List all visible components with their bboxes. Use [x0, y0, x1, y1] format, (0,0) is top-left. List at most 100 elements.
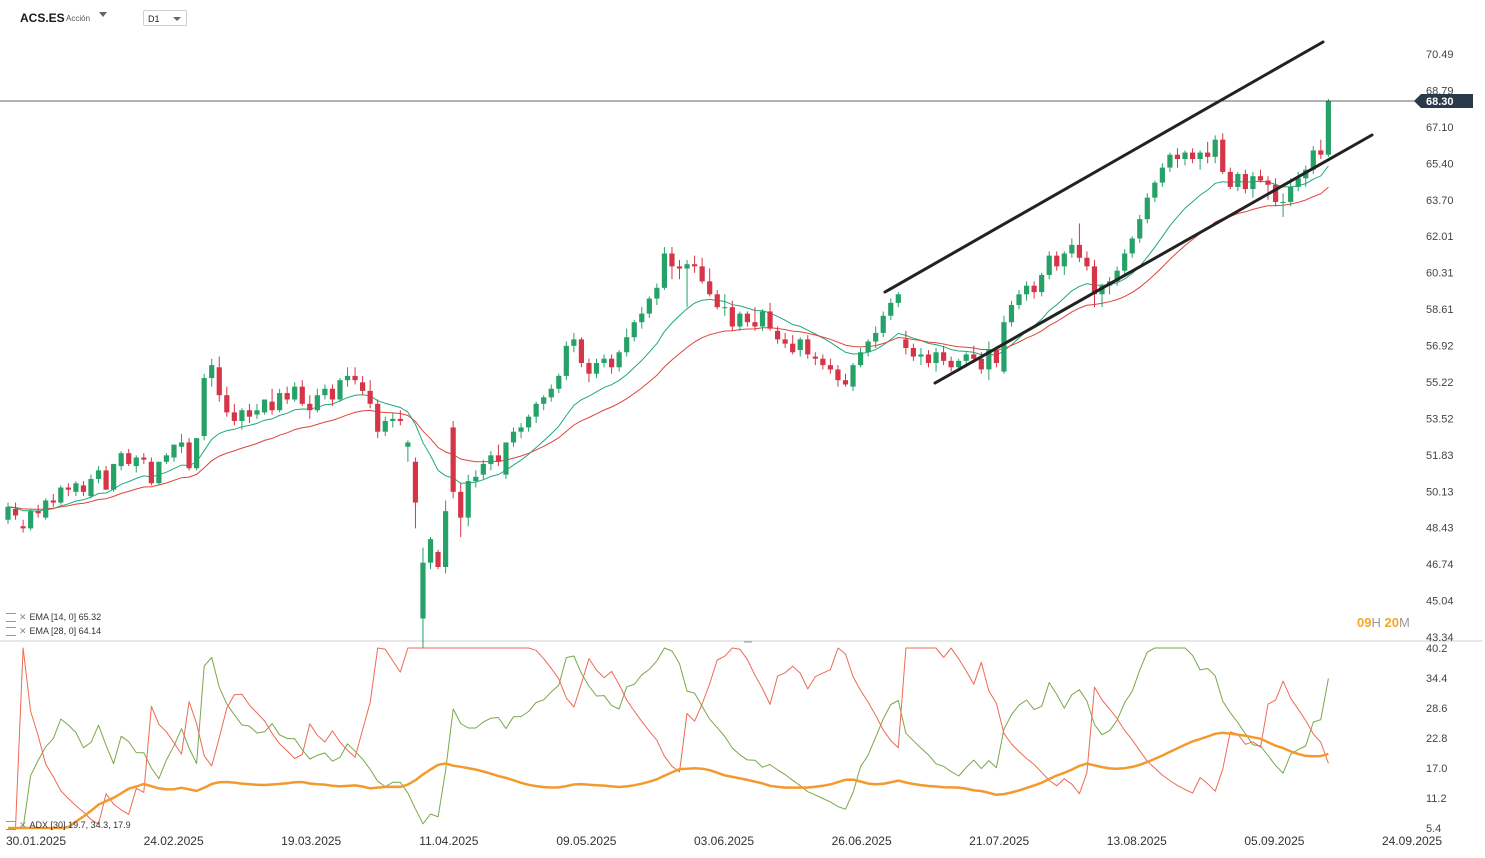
candle-body — [684, 264, 690, 269]
timeframe-select[interactable]: D1 — [143, 10, 187, 26]
candle-body — [676, 266, 683, 269]
candle-body — [533, 403, 539, 417]
candle-body — [691, 264, 698, 267]
close-icon[interactable]: ✕ — [19, 626, 27, 636]
x-tick-label: 24.02.2025 — [144, 834, 204, 848]
candle-body — [367, 390, 373, 404]
candle-body — [1076, 244, 1082, 258]
legend-ema28[interactable]: ✕ EMA [28, 0] 64.14 — [6, 626, 101, 637]
current-price-marker: 68.30 — [0, 94, 1473, 109]
adx-y-tick-label: 5.4 — [1426, 823, 1441, 835]
candle-body — [1235, 174, 1241, 187]
timer-minutes: 20 — [1384, 615, 1399, 630]
candle-body — [224, 395, 230, 413]
y-tick-label: 45.04 — [1426, 596, 1454, 608]
candle-body — [503, 442, 509, 475]
y-tick-label: 50.13 — [1426, 486, 1454, 498]
candle-body — [1069, 244, 1075, 254]
y-tick-label: 51.83 — [1426, 450, 1454, 462]
adx-line — [8, 731, 1329, 830]
candle-body — [28, 511, 34, 529]
y-tick-label: 67.10 — [1426, 122, 1454, 134]
candle-body — [609, 358, 615, 368]
candle-body — [1016, 294, 1022, 306]
candle-body — [699, 266, 705, 282]
adx-y-tick-label: 34.4 — [1426, 673, 1447, 685]
candle-countdown: 09H 20M — [1357, 615, 1410, 630]
candle-body — [518, 427, 524, 432]
candle-body — [1137, 219, 1143, 239]
candle-body — [118, 453, 124, 467]
candle-body — [1318, 150, 1324, 155]
candle-body — [918, 354, 924, 357]
menu-icon[interactable] — [6, 821, 16, 831]
chevron-down-icon — [173, 17, 181, 21]
candle-body — [126, 453, 132, 464]
candle-body — [103, 470, 109, 490]
candle-body — [50, 500, 56, 503]
candle-body — [1182, 152, 1188, 160]
close-icon[interactable]: ✕ — [19, 820, 27, 830]
symbol-dropdown-icon[interactable] — [99, 12, 107, 17]
candle-body — [1288, 186, 1294, 202]
symbol-label[interactable]: ACS.ES — [20, 11, 65, 25]
x-tick-label: 13.08.2025 — [1107, 834, 1167, 848]
legend-adx[interactable]: ✕ ADX [30] 19.7, 34.3, 17.9 — [6, 820, 131, 831]
candle-body — [661, 253, 668, 288]
candle-body — [337, 380, 343, 400]
candle-body — [857, 352, 864, 366]
candle-body — [541, 397, 547, 404]
candle-body — [631, 322, 637, 338]
candle-body — [292, 386, 298, 400]
candle-body — [480, 463, 486, 475]
candle-body — [624, 337, 630, 353]
legend-ema14[interactable]: ✕ EMA [14, 0] 65.32 — [6, 612, 101, 623]
legend-adx-text: ADX [30] 19.7, 34.3, 17.9 — [29, 820, 131, 830]
menu-icon[interactable] — [6, 627, 16, 637]
candle-body — [1189, 152, 1196, 160]
candle-body — [1325, 101, 1331, 155]
candle-body — [201, 378, 207, 437]
candle-body — [390, 418, 396, 421]
adx-y-tick-label: 11.2 — [1426, 793, 1447, 805]
menu-icon[interactable] — [6, 613, 16, 623]
trend-channel[interactable] — [883, 40, 1374, 385]
candle-body — [254, 410, 260, 415]
candle-body — [707, 281, 713, 295]
candle-body — [1114, 270, 1120, 282]
candle-body — [1250, 176, 1256, 190]
candle-body — [1265, 180, 1271, 185]
candle-body — [1084, 257, 1090, 267]
candle-body — [360, 382, 366, 391]
candle-body — [820, 358, 826, 366]
legend-ema14-text: EMA [14, 0] 65.32 — [29, 612, 102, 622]
candle-body — [616, 352, 622, 368]
candle-body — [495, 455, 502, 462]
timer-minutes-unit: M — [1398, 615, 1410, 630]
ema14-line — [7, 165, 1329, 512]
adx-panel — [8, 647, 1329, 830]
candle-body — [1046, 255, 1052, 275]
candle-body — [548, 388, 554, 398]
candle-body — [835, 369, 841, 381]
candle-body — [148, 461, 154, 484]
close-icon[interactable]: ✕ — [19, 612, 27, 622]
candle-body — [1099, 285, 1105, 295]
candle-body — [375, 403, 381, 432]
x-tick-label: 05.09.2025 — [1244, 834, 1304, 848]
candle-body — [194, 438, 200, 469]
candle-body — [880, 315, 886, 333]
candle-body — [344, 375, 351, 381]
candle-body — [58, 487, 64, 503]
candles[interactable] — [5, 98, 1331, 649]
candle-body — [450, 427, 456, 492]
candle-body — [133, 457, 139, 467]
candle-body — [307, 403, 313, 411]
candle-body — [488, 455, 494, 464]
candle-body — [556, 375, 562, 389]
candle-body — [322, 388, 328, 396]
candle-body — [1122, 253, 1128, 271]
candle-body — [73, 483, 79, 492]
candle-body — [178, 442, 185, 447]
